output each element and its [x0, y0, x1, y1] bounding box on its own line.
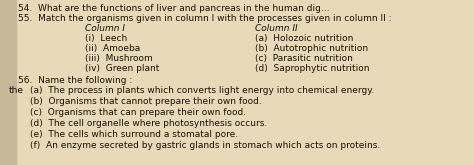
Text: (f)  An enzyme secreted by gastric glands in stomach which acts on proteins.: (f) An enzyme secreted by gastric glands… [30, 141, 380, 150]
Text: (a)  The process in plants which converts light energy into chemical energy.: (a) The process in plants which converts… [30, 86, 374, 95]
Text: (e)  The cells which surround a stomatal pore.: (e) The cells which surround a stomatal … [30, 130, 238, 139]
Text: (d)  Saprophytic nutrition: (d) Saprophytic nutrition [255, 64, 370, 73]
Text: (ii)  Amoeba: (ii) Amoeba [85, 44, 140, 53]
Text: 56.  Name the following :: 56. Name the following : [18, 76, 132, 85]
Text: (iii)  Mushroom: (iii) Mushroom [85, 54, 153, 63]
Text: 54.  What are the functions of liver and pancreas in the human dig...: 54. What are the functions of liver and … [18, 4, 329, 13]
Text: (i)  Leech: (i) Leech [85, 34, 127, 43]
Text: 55.  Match the organisms given in column I with the processes given in column II: 55. Match the organisms given in column … [18, 14, 392, 23]
Text: Column II: Column II [255, 24, 298, 33]
Text: (d)  The cell organelle where photosynthesis occurs.: (d) The cell organelle where photosynthe… [30, 119, 267, 128]
Text: (b)  Autotrophic nutrition: (b) Autotrophic nutrition [255, 44, 368, 53]
Text: (c)  Organisms that can prepare their own food.: (c) Organisms that can prepare their own… [30, 108, 246, 117]
Text: (b)  Organisms that cannot prepare their own food.: (b) Organisms that cannot prepare their … [30, 97, 262, 106]
Text: the: the [9, 86, 24, 95]
Text: (a)  Holozoic nutrition: (a) Holozoic nutrition [255, 34, 354, 43]
Text: (c)  Parasitic nutrition: (c) Parasitic nutrition [255, 54, 353, 63]
Text: Column I: Column I [85, 24, 125, 33]
Text: (iv)  Green plant: (iv) Green plant [85, 64, 159, 73]
